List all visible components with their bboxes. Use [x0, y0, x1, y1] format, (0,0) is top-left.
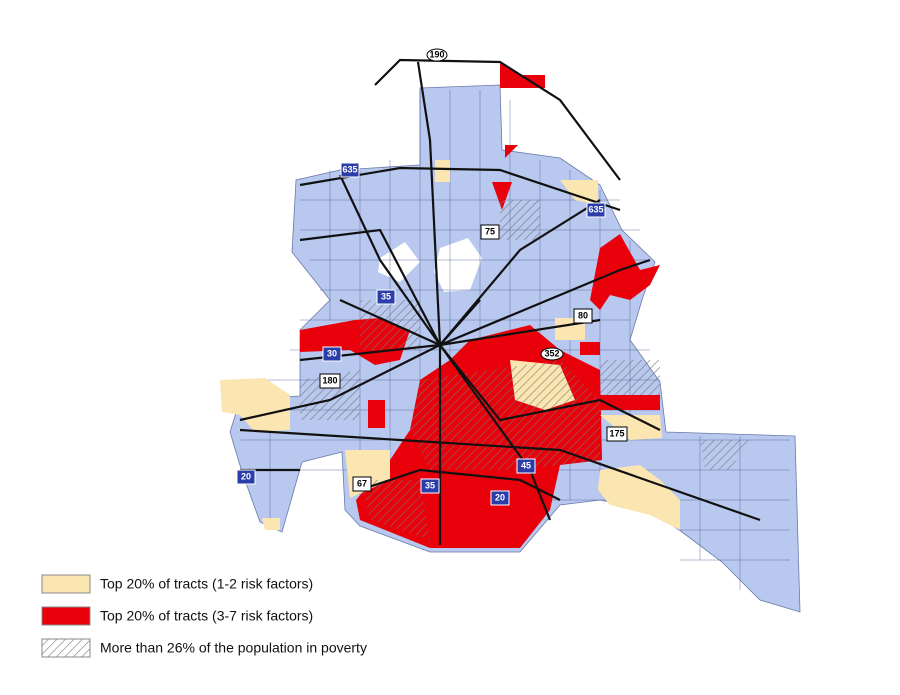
- shield-label: 30: [327, 348, 337, 358]
- shield-label: 80: [578, 310, 588, 320]
- shield-label: 180: [322, 375, 337, 385]
- legend-swatch: [41, 638, 91, 658]
- shield-label: 352: [544, 348, 559, 358]
- map: 190 635 635 75 35 80 30 352 180 175 20 6…: [220, 48, 801, 613]
- shield-label: 20: [495, 492, 505, 502]
- shields: 190 635 635 75 35 80 30 352 180 175 20 6…: [236, 48, 628, 506]
- shield-label: 75: [485, 226, 495, 236]
- excluded-area: [434, 238, 482, 292]
- legend-swatch: [41, 574, 91, 594]
- shield-label: 45: [521, 460, 531, 470]
- shield-label: 635: [588, 204, 603, 214]
- legend: Top 20% of tracts (1-2 risk factors) Top…: [41, 574, 367, 658]
- legend-label: Top 20% of tracts (1-2 risk factors): [100, 576, 313, 592]
- shield-label: 35: [381, 291, 391, 301]
- legend-label: More than 26% of the population in pover…: [100, 640, 367, 656]
- shield-label: 35: [425, 480, 435, 490]
- shield-label: 175: [609, 428, 624, 438]
- shield-label: 190: [429, 49, 444, 59]
- legend-swatch: [41, 606, 91, 626]
- shield-label: 67: [357, 478, 367, 488]
- roads: [239, 58, 761, 545]
- shield-label: 635: [342, 164, 357, 174]
- legend-label: Top 20% of tracts (3-7 risk factors): [100, 608, 313, 624]
- shield-label: 20: [241, 471, 251, 481]
